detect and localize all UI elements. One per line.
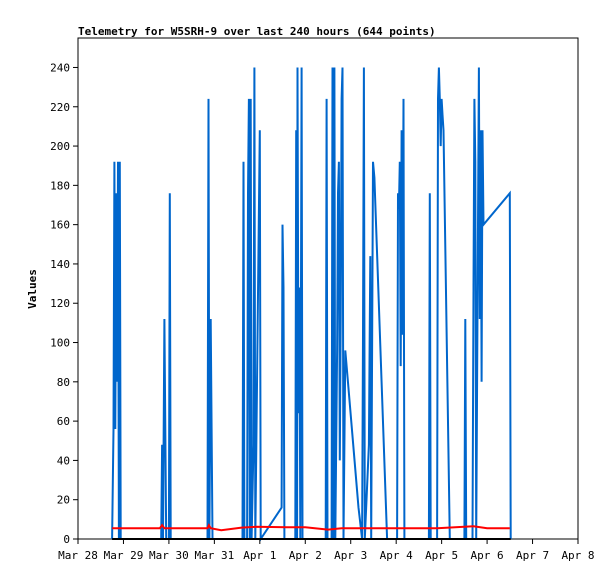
x-tick-label: Mar 31 bbox=[194, 549, 234, 562]
series-line-1 bbox=[112, 523, 510, 532]
x-tick-label: Mar 30 bbox=[149, 549, 189, 562]
y-tick-label: 140 bbox=[50, 258, 70, 271]
x-tick-label: Apr 5 bbox=[425, 549, 458, 562]
y-tick-label: 0 bbox=[63, 533, 70, 546]
x-tick-label: Apr 7 bbox=[516, 549, 549, 562]
y-axis-label: Values bbox=[26, 269, 39, 309]
y-tick-label: 240 bbox=[50, 61, 70, 74]
y-tick-label: 220 bbox=[50, 101, 70, 114]
y-tick-label: 100 bbox=[50, 337, 70, 350]
series-layer bbox=[111, 67, 512, 543]
x-tick-label: Apr 3 bbox=[334, 549, 367, 562]
x-tick-label: Apr 4 bbox=[380, 549, 413, 562]
y-tick-label: 120 bbox=[50, 297, 70, 310]
x-tick-label: Apr 2 bbox=[289, 549, 322, 562]
y-tick-label: 40 bbox=[57, 454, 70, 467]
x-axis-ticks: Mar 28 Mar 29 Mar 30 Mar 31 Apr 1 Apr 2 Apr 3 A… bbox=[58, 539, 595, 562]
y-tick-label: 180 bbox=[50, 179, 70, 192]
y-axis-ticks: 0 20 40 60 80 100 120 140 160 180 200 220 240 bbox=[50, 61, 78, 546]
x-tick-label: Mar 28 bbox=[58, 549, 98, 562]
x-tick-label: Mar 29 bbox=[104, 549, 144, 562]
y-tick-label: 60 bbox=[57, 415, 70, 428]
y-tick-label: 200 bbox=[50, 140, 70, 153]
y-tick-label: 20 bbox=[57, 494, 70, 507]
x-tick-label: Apr 8 bbox=[561, 549, 594, 562]
chart-title: Telemetry for W5SRH-9 over last 240 hour… bbox=[78, 25, 436, 38]
x-tick-label: Apr 6 bbox=[471, 549, 504, 562]
y-tick-label: 160 bbox=[50, 219, 70, 232]
x-tick-label: Apr 1 bbox=[243, 549, 276, 562]
y-tick-label: 80 bbox=[57, 376, 70, 389]
